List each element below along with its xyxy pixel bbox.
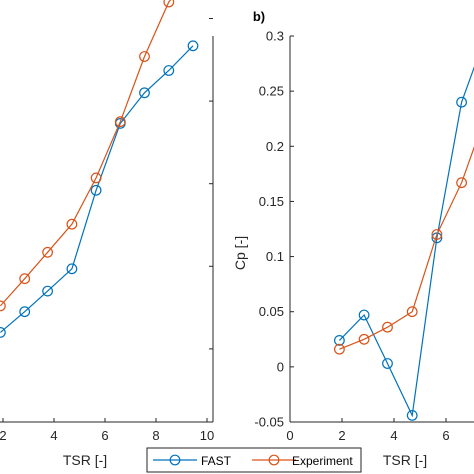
panel-b-x-tick-label: 6 (442, 428, 449, 443)
panel-b-y-tick-label: 0.1 (266, 249, 284, 264)
panel-a-x-tick-labels: 2 4 6 8 10 (0, 428, 214, 443)
panel-b-point-fast (358, 309, 370, 321)
legend: FAST Experiment (146, 447, 362, 473)
panel-b-point-fast (431, 232, 443, 244)
panel-b-y-tick-label: 0.05 (259, 304, 284, 319)
panel-a-point-fast (66, 263, 78, 275)
panel-b-y-tick-label: 0 (277, 359, 284, 374)
panel-a-series-fast-line (0, 45, 194, 333)
panel-b-point-experiment (406, 306, 418, 318)
panel-b-point-experiment (431, 229, 443, 240)
panel-a-ticks (2, 17, 213, 422)
panel-b-point-experiment (358, 333, 370, 345)
panel-a-point-experiment (163, 0, 175, 8)
panel-a-point-experiment (139, 51, 150, 62)
panel-a-point-fast (163, 65, 175, 76)
panel-a-x-tick-label: 10 (200, 428, 214, 443)
panel-a-point-experiment (90, 172, 102, 184)
panel-a-point-fast (139, 87, 150, 99)
panel-b-y-tick-label: 0.25 (259, 84, 284, 99)
panel-a-series (0, 0, 199, 338)
panel-a-point-experiment (42, 246, 53, 258)
legend-fast-marker (169, 454, 181, 466)
legend-experiment-marker (268, 454, 280, 466)
panel-a-point-fast (187, 40, 199, 52)
panel-a-point-experiment (66, 218, 78, 230)
panel-b-y-tick-label: -0.05 (254, 414, 284, 429)
panel-b-series-experiment-line (339, 146, 474, 350)
panel-b-y-tick-labels: -0.05 0 0.05 0.1 0.15 0.2 0.25 0.3 (254, 29, 284, 430)
panel-a-x-tick-label: 6 (101, 428, 108, 443)
legend-experiment-label: Experiment (292, 454, 353, 468)
panel-b-series-fast-line (338, 66, 474, 418)
panel-b-point-fast (406, 410, 418, 421)
panel-b-point-fast (334, 335, 345, 346)
panel-a-point-experiment (114, 116, 126, 128)
panel-b-y-tick-label: 0.2 (266, 139, 284, 154)
panel-a-x-axis-label: TSR [-] (63, 452, 107, 468)
panel-b-y-axis-label: Cp [-] (232, 236, 248, 270)
panel-a-point-fast (42, 285, 53, 297)
panel-b-x-axis-label: TSR [-] (383, 452, 427, 468)
panel-b-x-tick-label: 2 (338, 428, 345, 443)
panel-a-x-tick-label: 4 (50, 428, 57, 443)
panel-b-point-experiment (382, 321, 393, 333)
panel-b-ticks (289, 35, 447, 423)
panel-b-point-experiment (456, 177, 468, 189)
chart-panel-a: 2 4 6 8 10 TSR [-] (0, 0, 214, 468)
panel-a-x-tick-label: 8 (152, 428, 159, 443)
panel-a-point-fast (19, 306, 31, 318)
panel-b-x-tick-label: 0 (286, 428, 293, 443)
panel-b-series (334, 66, 474, 421)
panel-b-label: b) (253, 9, 265, 24)
panel-b-point-experiment (334, 343, 345, 355)
panel-a-point-experiment (19, 273, 31, 285)
panel-b-point-fast (382, 358, 393, 369)
panel-a-point-fast (0, 327, 6, 338)
legend-fast-label: FAST (201, 454, 232, 468)
panel-b-x-tick-label: 4 (390, 428, 397, 443)
panel-a-series-experiment-line (0, 0, 172, 307)
panel-b-y-tick-label: 0.3 (266, 29, 284, 44)
panel-b-y-tick-label: 0.15 (259, 194, 284, 209)
panel-b-point-fast (456, 96, 468, 108)
panel-a-point-experiment (0, 300, 6, 312)
panel-b-x-tick-labels: 0 2 4 6 (286, 428, 449, 443)
panel-a-x-tick-label: 2 (0, 428, 7, 443)
panel-a-point-fast (90, 184, 102, 196)
